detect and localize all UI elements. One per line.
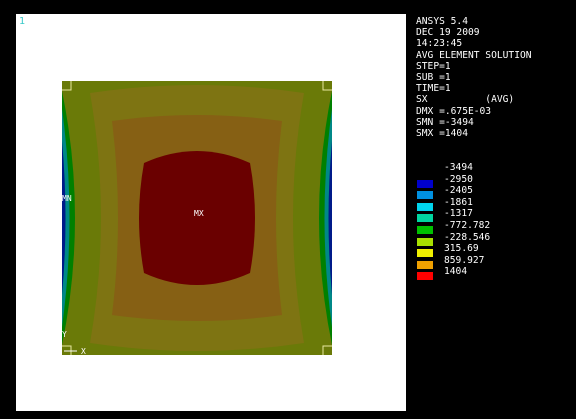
legend-label: 1404	[444, 266, 468, 278]
legend-swatch	[417, 237, 433, 246]
legend-label: 859.927	[444, 254, 485, 266]
contour-plot: MN MX X Y	[62, 81, 332, 355]
max-region	[139, 151, 255, 285]
legend-swatch	[417, 191, 433, 200]
legend-label: -2405	[444, 185, 473, 197]
legend-swatch	[417, 260, 433, 269]
legend-row: 859.927	[416, 254, 576, 269]
legend-row: -2950	[416, 173, 576, 188]
right-edge-cyan	[324, 109, 332, 327]
min-label: MN	[62, 194, 72, 203]
graphics-window[interactable]: 1 MN MX X Y	[16, 14, 406, 411]
smx-value: SMX =1404	[416, 127, 468, 139]
legend-row: -772.782	[416, 219, 576, 234]
legend-label: 315.69	[444, 243, 479, 255]
plot-time: 14:23:45	[416, 38, 463, 50]
plot-date: DEC 19 2009	[416, 27, 480, 39]
legend-label: -772.782	[444, 219, 491, 231]
left-edge-cyan	[62, 109, 70, 327]
legend-swatch	[417, 214, 433, 223]
legend-row: -1317	[416, 208, 576, 223]
legend-label: -2950	[444, 173, 473, 185]
legend-row: -228.546	[416, 231, 576, 246]
right-edge-blue	[328, 141, 332, 295]
y-axis-label: Y	[62, 330, 67, 339]
max-label: MX	[194, 209, 204, 218]
time-value: TIME=1	[416, 83, 451, 95]
legend-label: -3494	[444, 162, 473, 173]
left-edge-blue	[62, 141, 66, 295]
legend-row: 315.69	[416, 243, 576, 258]
plot-type: AVG ELEMENT SOLUTION	[416, 49, 532, 61]
component-label: SX (AVG)	[416, 94, 515, 106]
legend-label: -1317	[444, 208, 473, 220]
legend-label: -228.546	[444, 231, 491, 243]
step-value: STEP=1	[416, 60, 451, 72]
corner-markers	[62, 81, 332, 355]
legend-swatch	[417, 249, 433, 258]
window-number: 1	[19, 16, 26, 27]
legend-panel: ANSYS 5.4 DEC 19 2009 14:23:45 AVG ELEME…	[416, 16, 576, 316]
legend-swatch	[417, 202, 433, 211]
legend-row: 1404	[416, 266, 576, 281]
legend-swatch	[417, 225, 433, 234]
legend-label: -1861	[444, 196, 473, 208]
contour-legend: -3494 -2950 -2405 -1861 -1317 -772.782	[416, 162, 576, 281]
smn-value: SMN =-3494	[416, 116, 474, 128]
legend-row: -1861	[416, 196, 576, 211]
dmx-value: DMX =.675E-03	[416, 105, 492, 117]
program-title: ANSYS 5.4	[416, 16, 468, 27]
sub-value: SUB =1	[416, 71, 451, 83]
legend-row: -3494	[416, 162, 576, 174]
x-axis-label: X	[81, 347, 86, 355]
legend-swatch	[417, 272, 433, 281]
legend-row: -2405	[416, 185, 576, 200]
legend-swatch	[417, 179, 433, 188]
